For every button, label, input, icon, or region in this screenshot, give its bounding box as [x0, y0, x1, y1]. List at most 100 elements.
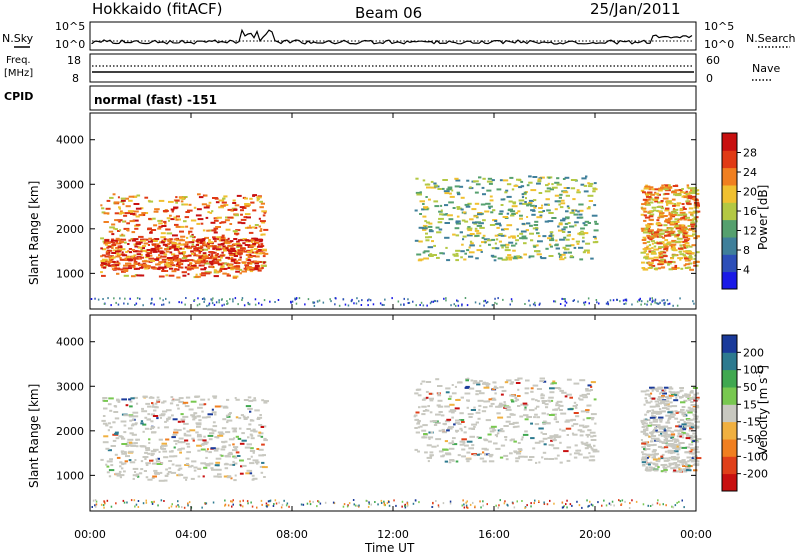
- echo-cell: [534, 220, 539, 223]
- echo-cell: [161, 401, 165, 404]
- echo-cell: [682, 465, 687, 467]
- echo-cell: [689, 409, 695, 412]
- echo-cell: [685, 434, 690, 437]
- echo-cell: [175, 246, 180, 248]
- echo-cell: [499, 386, 504, 389]
- echo-cell: [263, 252, 269, 255]
- echo-cell: [547, 220, 554, 223]
- echo-cell: [225, 228, 231, 231]
- scatter-cell: [401, 500, 404, 503]
- echo-cell: [538, 440, 545, 443]
- echo-cell: [494, 392, 497, 395]
- scatter-cell: [232, 300, 234, 303]
- echo-cell: [575, 449, 578, 452]
- echo-cell: [554, 208, 558, 211]
- scatter-cell: [342, 298, 344, 301]
- echo-cell: [160, 444, 167, 447]
- echo-cell: [116, 474, 121, 477]
- echo-cell: [238, 239, 244, 242]
- echo-cell: [452, 443, 458, 446]
- echo-cell: [693, 447, 696, 450]
- echo-cell: [149, 259, 155, 262]
- echo-cell: [111, 265, 117, 268]
- echo-cell: [517, 442, 521, 444]
- echo-cell: [586, 435, 589, 438]
- echo-cell: [131, 423, 138, 426]
- echo-cell: [550, 439, 553, 442]
- echo-cell: [169, 264, 176, 267]
- echo-cell: [540, 394, 545, 397]
- echo-cell: [470, 409, 476, 411]
- echo-cell: [253, 260, 260, 263]
- echo-cell: [690, 404, 697, 406]
- echo-cell: [663, 446, 669, 449]
- echo-cell: [679, 230, 686, 233]
- echo-cell: [572, 418, 576, 421]
- echo-cell: [198, 256, 202, 259]
- echo-cell: [190, 477, 195, 480]
- scatter-cell: [610, 503, 612, 506]
- echo-cell: [129, 211, 133, 214]
- echo-cell: [475, 221, 481, 224]
- scatter-cell: [654, 299, 656, 302]
- echo-cell: [516, 228, 519, 231]
- echo-cell: [429, 411, 433, 414]
- echo-cell: [505, 246, 509, 249]
- echo-cell: [505, 458, 509, 461]
- echo-cell: [685, 193, 689, 195]
- echo-cell: [684, 425, 687, 428]
- echo-cell: [494, 242, 497, 245]
- scatter-cell: [566, 499, 568, 502]
- echo-cell: [122, 203, 125, 206]
- echo-cell: [262, 214, 266, 217]
- echo-cell: [484, 241, 487, 244]
- echo-cell: [546, 187, 551, 190]
- echo-cell: [671, 254, 678, 257]
- echo-cell: [671, 191, 677, 194]
- echo-cell: [431, 445, 437, 448]
- scatter-cell: [304, 303, 306, 306]
- echo-cell: [218, 206, 224, 209]
- echo-cell: [199, 241, 203, 244]
- echo-cell: [658, 434, 661, 437]
- echo-cell: [536, 388, 542, 390]
- colorbar-bin: [722, 421, 737, 440]
- echo-cell: [675, 397, 678, 399]
- echo-cell: [248, 399, 254, 402]
- echo-cell: [104, 255, 109, 258]
- echo-cell: [451, 411, 455, 414]
- echo-cell: [158, 222, 163, 225]
- echo-cell: [532, 244, 538, 247]
- echo-cell: [662, 215, 668, 217]
- echo-cell: [559, 258, 565, 261]
- scatter-cell: [171, 503, 173, 506]
- echo-cell: [185, 463, 189, 465]
- echo-cell: [123, 270, 129, 272]
- echo-cell: [679, 224, 684, 227]
- echo-cell: [148, 254, 153, 257]
- echo-cell: [175, 215, 180, 218]
- echo-cell: [125, 455, 130, 458]
- echo-cell: [690, 221, 695, 224]
- echo-cell: [679, 228, 684, 231]
- echo-cell: [682, 244, 686, 246]
- echo-cell: [667, 186, 671, 189]
- echo-cell: [249, 472, 253, 475]
- scatter-cell: [117, 303, 120, 306]
- echo-cell: [673, 399, 679, 402]
- echo-cell: [657, 216, 661, 219]
- echo-cell: [548, 176, 551, 179]
- echo-cell: [692, 230, 696, 233]
- echo-cell: [546, 413, 549, 416]
- echo-cell: [642, 422, 648, 425]
- echo-cell: [545, 184, 549, 187]
- echo-cell: [663, 188, 669, 191]
- scatter-cell: [369, 299, 372, 302]
- scatter-cell: [533, 502, 535, 505]
- echo-cell: [664, 463, 668, 466]
- echo-cell: [222, 445, 227, 448]
- scatter-cell: [455, 304, 457, 307]
- scatter-cell: [631, 499, 633, 502]
- echo-cell: [659, 213, 664, 216]
- echo-cell: [487, 453, 494, 456]
